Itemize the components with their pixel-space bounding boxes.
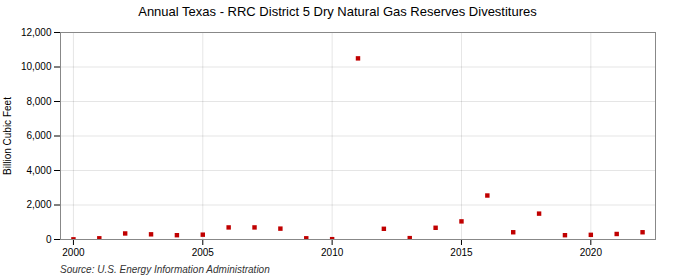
svg-text:2000: 2000	[62, 247, 85, 258]
svg-text:6,000: 6,000	[26, 130, 51, 141]
svg-text:2015: 2015	[450, 247, 473, 258]
html-text:Annual Texas - RRC District 5: Annual Texas - RRC District 5 Dry Natura…	[138, 4, 537, 19]
svg-text:2,000: 2,000	[26, 199, 51, 210]
svg-text:8,000: 8,000	[26, 96, 51, 107]
svg-text:0: 0	[46, 234, 52, 245]
svg-text:10,000: 10,000	[21, 61, 52, 72]
svg-text:Billion Cubic Feet: Billion Cubic Feet	[2, 97, 13, 175]
svg-text:12,000: 12,000	[21, 27, 52, 38]
svg-text:2005: 2005	[192, 247, 215, 258]
svg-text:2010: 2010	[321, 247, 344, 258]
svg-text:2020: 2020	[580, 247, 603, 258]
svg-text:4,000: 4,000	[26, 165, 51, 176]
html-text:Source: U.S. Energy Informatio: Source: U.S. Energy Information Administ…	[60, 264, 270, 275]
